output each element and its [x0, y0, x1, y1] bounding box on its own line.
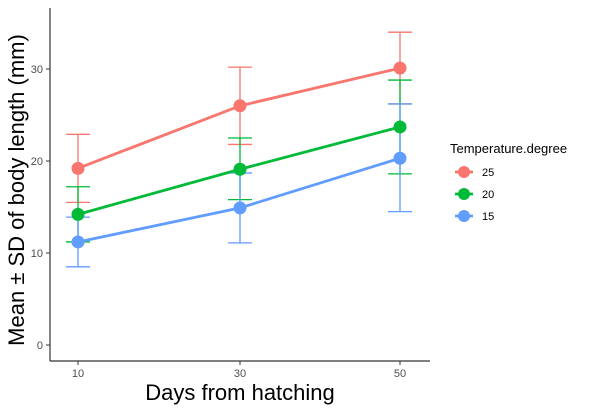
legend-item-20: 20	[455, 188, 494, 201]
legend-title: Temperature.degree	[450, 141, 567, 156]
x-tick-label: 10	[72, 368, 84, 380]
x-tick-label: 30	[234, 368, 246, 380]
y-axis-ticks: 0 10 20 30	[31, 64, 50, 352]
legend-marker	[458, 188, 470, 200]
legend-marker	[458, 166, 470, 178]
plot-area	[66, 31, 412, 268]
legend: Temperature.degree 25 20 15	[450, 141, 567, 223]
y-tick-label: 0	[37, 340, 43, 352]
data-point	[393, 151, 407, 165]
y-tick-label: 10	[31, 248, 43, 260]
legend-item-15: 15	[455, 210, 494, 223]
legend-marker	[458, 210, 470, 222]
data-point	[233, 201, 247, 215]
data-point	[393, 120, 407, 134]
data-point	[233, 162, 247, 176]
series-15-errorbars	[66, 103, 412, 268]
data-point	[71, 207, 85, 221]
x-tick-label: 50	[394, 368, 406, 380]
series-line	[77, 66, 401, 170]
series-25-errorbars	[66, 31, 412, 204]
y-axis-title: Mean ± SD of body length (mm)	[4, 34, 29, 346]
data-point	[71, 161, 85, 175]
data-point	[233, 99, 247, 113]
legend-label: 15	[482, 211, 494, 223]
legend-label: 20	[482, 189, 494, 201]
x-axis-ticks: 10 30 50	[72, 361, 406, 380]
data-point	[393, 61, 407, 75]
y-tick-label: 20	[31, 156, 43, 168]
x-axis-title: Days from hatching	[145, 380, 335, 405]
series-15	[71, 151, 407, 249]
y-tick-label: 30	[31, 64, 43, 76]
legend-item-25: 25	[455, 166, 494, 179]
series-25	[71, 61, 407, 175]
series-20	[71, 120, 407, 221]
legend-label: 25	[482, 167, 494, 179]
data-point	[71, 235, 85, 249]
